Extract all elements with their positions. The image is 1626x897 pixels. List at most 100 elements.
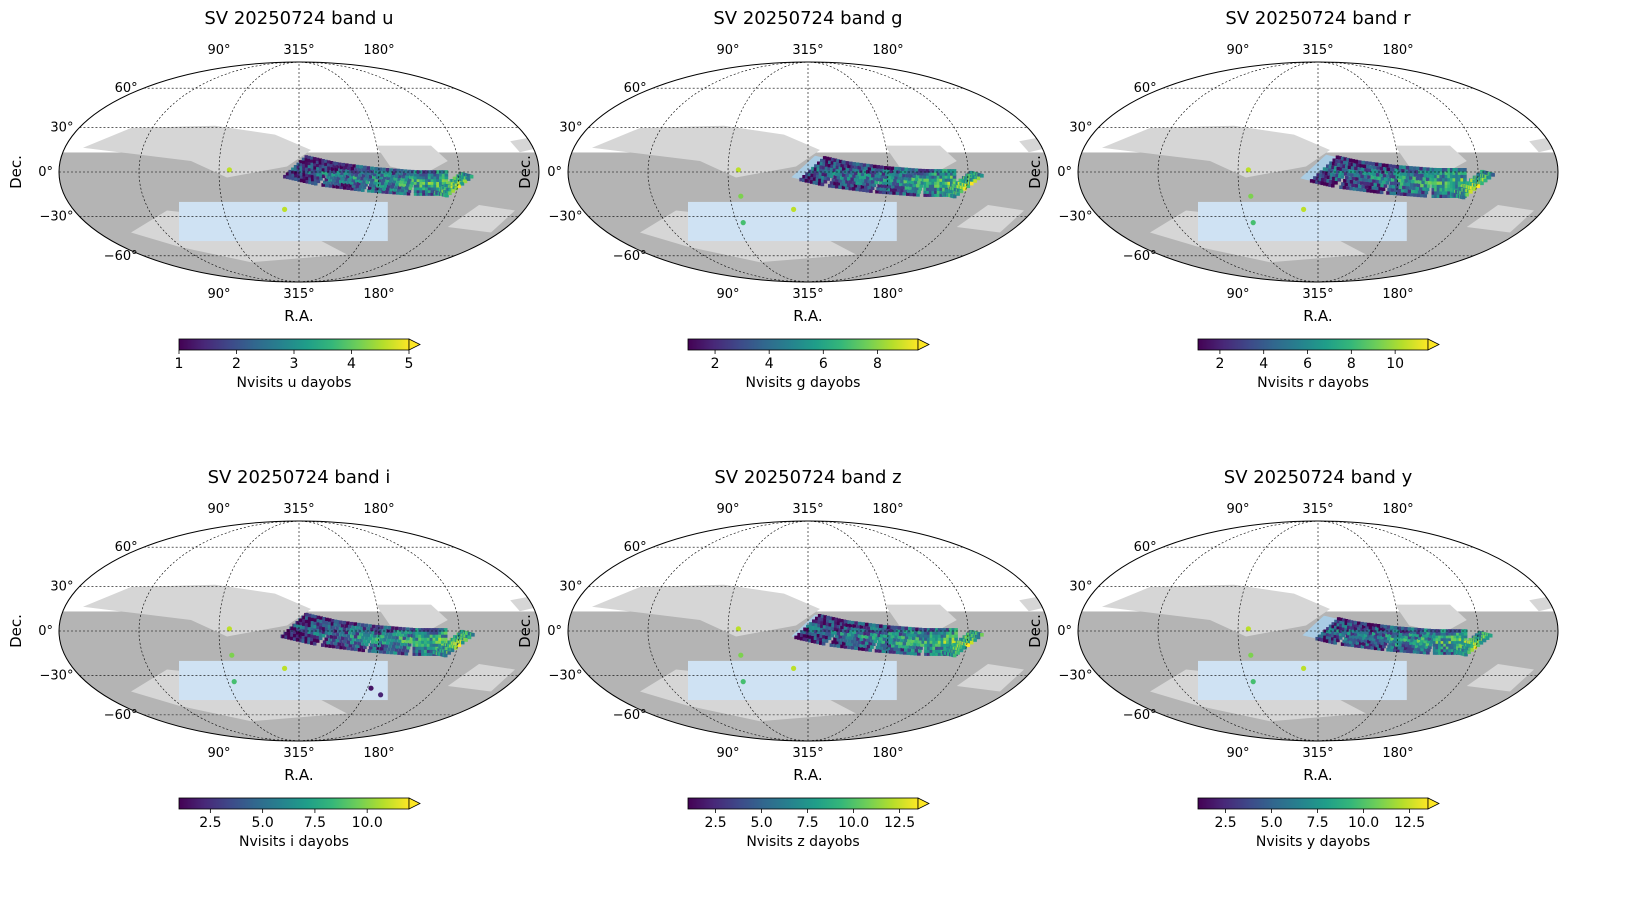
nvisits-cell (1370, 182, 1374, 186)
nvisits-cell (820, 179, 825, 183)
lat-tick-label: 30° (50, 580, 73, 595)
nvisits-cell (305, 180, 310, 184)
nvisits-cell (929, 649, 934, 653)
nvisits-cell (1487, 175, 1492, 180)
nvisits-cell (1356, 180, 1361, 185)
nvisits-cell (1370, 628, 1374, 633)
nvisits-cell (423, 628, 428, 632)
nvisits-cell (326, 181, 331, 185)
nvisits-cell (817, 161, 821, 166)
nvisits-spot (740, 679, 746, 685)
nvisits-cell (950, 175, 954, 179)
nvisits-cell (427, 175, 432, 180)
nvisits-cells (226, 612, 475, 698)
nvisits-cell (1371, 168, 1375, 173)
nvisits-cell (883, 178, 887, 182)
nvisits-cell (943, 646, 947, 650)
nvisits-cell (1442, 194, 1446, 198)
nvisits-cell (836, 175, 841, 180)
nvisits-cell (845, 629, 850, 634)
nvisits-cell (296, 165, 301, 170)
nvisits-cell (847, 639, 851, 643)
nvisits-cell (872, 177, 877, 181)
nvisits-cell (857, 172, 861, 176)
nvisits-cell (371, 640, 375, 644)
nvisits-cell (386, 187, 390, 192)
nvisits-cell (1448, 648, 1452, 653)
nvisits-cell (304, 155, 309, 159)
nvisits-cell (911, 636, 916, 640)
nvisits-cell (290, 630, 294, 634)
nvisits-cell (1439, 177, 1443, 182)
nvisits-cell (1374, 169, 1379, 173)
nvisits-cell (443, 628, 448, 632)
nvisits-cell (1346, 179, 1350, 183)
nvisits-cell (1400, 626, 1405, 631)
nvisits-cell (1444, 171, 1449, 175)
nvisits-cell (1430, 640, 1434, 644)
nvisits-cell (443, 653, 448, 658)
nvisits-cell (1413, 173, 1418, 177)
nvisits-cell (432, 646, 437, 650)
nvisits-cell (1325, 636, 1330, 640)
nvisits-cell (1359, 164, 1364, 168)
colorbar-ramp (687, 338, 919, 351)
nvisits-cell (1403, 629, 1407, 634)
nvisits-cell (1317, 180, 1322, 185)
nvisits-cell (833, 161, 837, 166)
nvisits-cell (1396, 648, 1400, 653)
nvisits-cell (352, 164, 356, 168)
nvisits-cell (1431, 194, 1436, 198)
nvisits-cell (1396, 191, 1400, 196)
nvisits-cell (415, 628, 419, 632)
nvisits-cell (1373, 635, 1378, 639)
nvisits-cell (936, 184, 941, 188)
nvisits-cell (1339, 167, 1343, 171)
nvisits-cell (342, 627, 347, 631)
nvisits-cell (1339, 617, 1343, 622)
nvisits-cells (735, 614, 984, 685)
nvisits-cell (389, 187, 394, 192)
nvisits-cell (952, 169, 957, 173)
nvisits-cell (845, 180, 849, 184)
nvisits-cell (1326, 175, 1331, 180)
nvisits-cell (1387, 187, 1391, 192)
nvisits-cell (1386, 174, 1390, 178)
nvisits-cell (926, 172, 930, 176)
nvisits-cell (413, 175, 418, 180)
nvisits-cell (896, 647, 901, 652)
nvisits-cell (1440, 634, 1445, 639)
nvisits-cell (355, 625, 359, 630)
nvisits-cell (910, 651, 914, 656)
nvisits-cell (382, 640, 386, 645)
nvisits-cell (333, 182, 338, 186)
nvisits-cell (860, 166, 865, 170)
nvisits-cell (1338, 156, 1342, 160)
lon-tick-label: 180° (1382, 502, 1413, 517)
nvisits-cell (939, 169, 943, 173)
nvisits-cell (946, 637, 950, 641)
nvisits-cell (1333, 638, 1338, 642)
nvisits-cell (1371, 186, 1376, 190)
nvisits-cell (436, 172, 440, 177)
nvisits-cell (1316, 173, 1320, 177)
nvisits-cell (908, 626, 912, 631)
nvisits-cell (1351, 176, 1356, 181)
nvisits-cell (948, 643, 953, 647)
nvisits-cell (1415, 633, 1419, 637)
nvisits-cell (436, 178, 440, 182)
nvisits-cell (339, 185, 343, 190)
nvisits-cell (838, 628, 843, 633)
nvisits-cell (868, 629, 872, 633)
nvisits-cell (408, 186, 413, 191)
nvisits-cell (1331, 180, 1336, 184)
nvisits-cell (1431, 171, 1436, 175)
nvisits-cell (1458, 632, 1463, 636)
nvisits-cell (316, 176, 320, 180)
nvisits-cell (1375, 626, 1379, 631)
nvisits-cell (1444, 177, 1449, 182)
nvisits-cell (1393, 171, 1397, 176)
nvisits-cell (425, 172, 429, 177)
nvisits-cell (861, 641, 865, 645)
